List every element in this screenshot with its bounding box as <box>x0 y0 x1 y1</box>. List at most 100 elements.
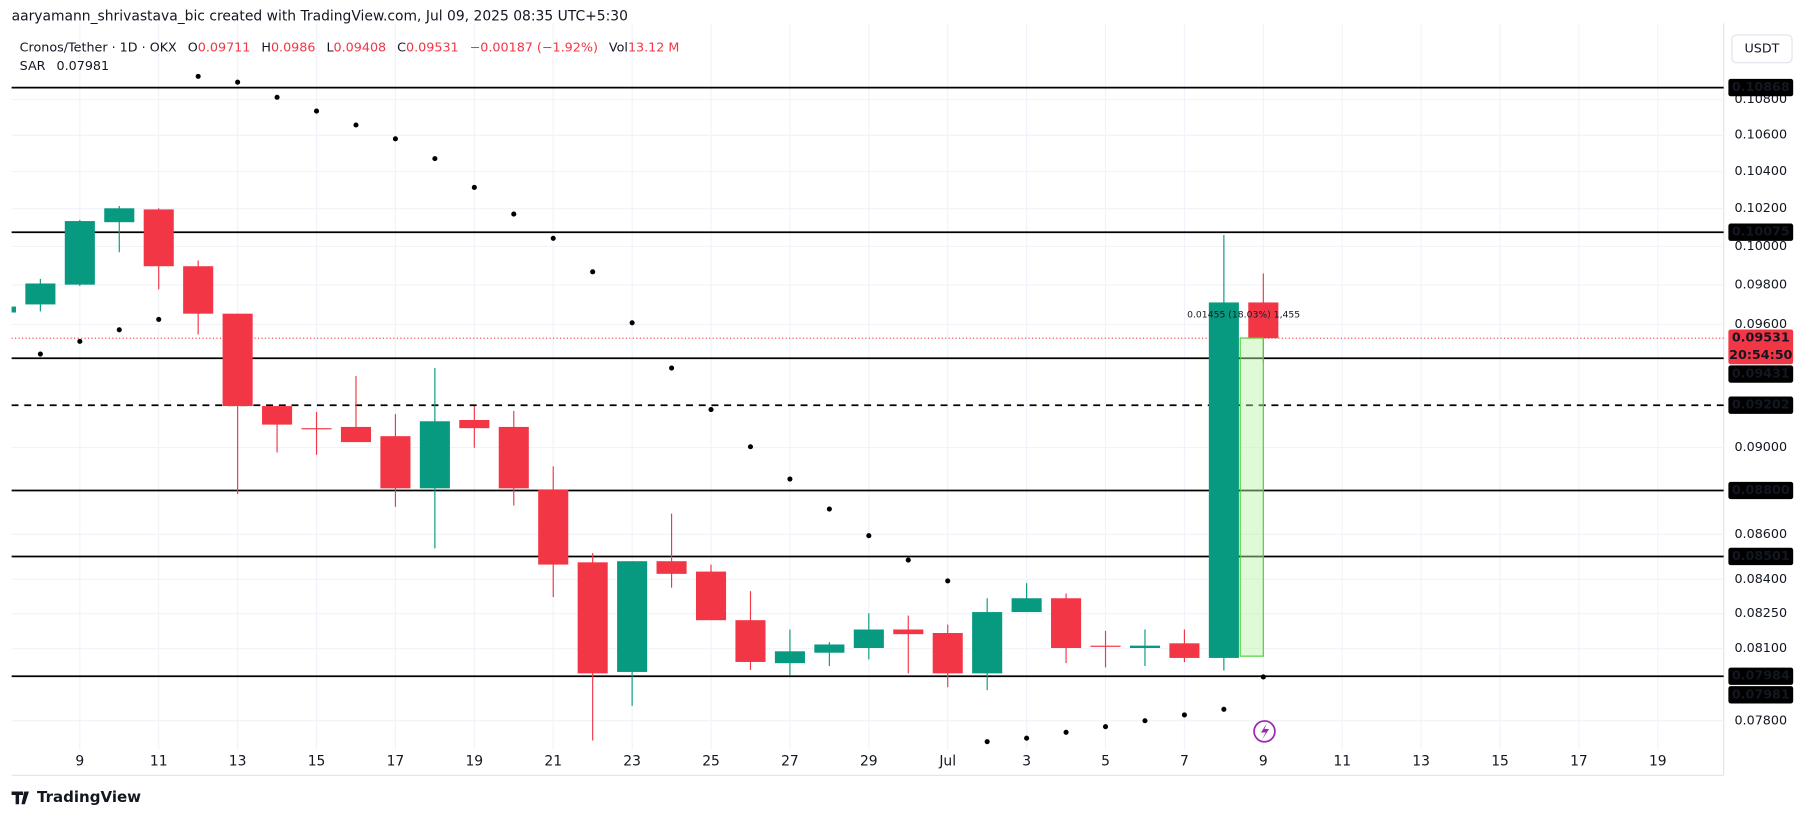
ohlc-value: 0.09531 <box>406 39 459 54</box>
price-label-box <box>1728 396 1794 414</box>
currency-button[interactable] <box>1731 34 1793 64</box>
sar-dot <box>1102 724 1109 730</box>
candle-body <box>1208 302 1239 658</box>
candle-body <box>932 632 963 674</box>
x-tick-label: 9 <box>75 753 84 769</box>
price-label: 0.08800 <box>1732 482 1790 497</box>
candle-body <box>25 283 56 305</box>
candle-body <box>340 426 372 443</box>
candle-body <box>893 629 924 635</box>
x-tick-label: 9 <box>1259 753 1268 769</box>
candle-body <box>538 489 569 565</box>
sar-dot <box>353 122 359 128</box>
sar-name: SAR <box>20 58 46 73</box>
sar-dot <box>905 557 911 563</box>
sar-dot <box>629 320 635 326</box>
x-tick-label: 7 <box>1180 753 1189 769</box>
x-tick-label: 11 <box>150 753 168 769</box>
sar-dot <box>708 407 714 413</box>
sar-dot <box>37 351 43 357</box>
sar-dot <box>550 235 556 241</box>
x-tick-label: 29 <box>860 753 878 769</box>
price-label-box <box>1728 686 1794 704</box>
brand: TradingView <box>37 788 141 806</box>
sar-dot <box>195 73 201 79</box>
candle-body <box>64 221 95 285</box>
change: −0.00187 (−1.92%) <box>470 39 598 54</box>
x-tick-label: 27 <box>781 753 799 769</box>
volume: 13.12 M <box>628 39 679 54</box>
x-tick-label: 13 <box>1412 753 1430 769</box>
ohlc-value: 0.09408 <box>334 39 387 54</box>
x-tick-label: 17 <box>387 753 405 769</box>
sar-dot <box>392 136 398 142</box>
candle-body <box>222 313 253 407</box>
y-tick-label: 0.08100 <box>1734 640 1787 655</box>
sar-dot <box>1142 718 1148 724</box>
sar-dot <box>866 533 872 539</box>
sar-dot <box>235 79 241 85</box>
price-label: 0.07984 <box>1732 668 1790 683</box>
y-tick-label: 0.09800 <box>1734 277 1787 292</box>
y-tick-label: 0.08250 <box>1734 605 1787 620</box>
symbol: Cronos/Tether · 1D · OKX <box>20 39 177 54</box>
sar-dot <box>826 506 832 512</box>
sar-dot <box>1063 729 1069 735</box>
candle-body <box>735 620 766 662</box>
candle-body <box>1011 598 1042 613</box>
sar-dot <box>590 269 596 275</box>
levels <box>11 86 1724 678</box>
candle-body <box>1051 598 1082 649</box>
sar-value: 0.07981 <box>57 58 110 73</box>
sar-dot <box>1024 735 1030 741</box>
x-tick-label: 13 <box>229 753 247 769</box>
price-label: 0.08501 <box>1732 548 1790 563</box>
currency[interactable]: USDT <box>1744 40 1779 55</box>
ohlc-key: C <box>397 39 406 54</box>
sar-dot <box>1181 712 1187 718</box>
candle-body <box>577 562 608 674</box>
candle-body <box>656 561 687 574</box>
measure-label: 0.01455 (18.03%) 1,455 <box>1187 309 1300 320</box>
x-tick-label: 23 <box>623 753 641 769</box>
ohlc-value: 0.09711 <box>198 39 251 54</box>
candle-body <box>972 612 1003 674</box>
x-tick-label: 21 <box>544 753 562 769</box>
x-tick-label: 11 <box>1333 753 1351 769</box>
candle-body <box>183 266 214 314</box>
x-tick-label: 19 <box>1649 753 1667 769</box>
price-label-box <box>1728 329 1794 365</box>
price-label-box <box>1728 667 1794 685</box>
sar-dot <box>156 316 162 322</box>
candle-body <box>1090 645 1121 647</box>
sar-dot <box>1260 674 1266 680</box>
sar-dot <box>471 184 477 191</box>
sar-dot <box>274 94 280 100</box>
price-label-box <box>1728 481 1794 500</box>
volume-key: Vol <box>609 39 628 54</box>
candle-body <box>143 209 174 267</box>
sar-dot <box>945 578 951 584</box>
sar-dot <box>511 211 517 217</box>
price-label: 0.09531 <box>1732 330 1790 345</box>
x-tick-label: 17 <box>1570 753 1588 769</box>
watermark: aaryamann_shrivastava_bic created with T… <box>12 8 628 24</box>
x-tick-label: 3 <box>1022 753 1031 769</box>
sar-dot <box>313 108 320 114</box>
sar-dot <box>116 327 122 333</box>
sar-dot <box>747 444 754 450</box>
price-label: 0.10075 <box>1732 224 1790 239</box>
candle-body <box>459 420 490 429</box>
ohlc-key: L <box>326 39 334 54</box>
marks <box>11 73 1279 745</box>
grid <box>11 23 1724 750</box>
sar-dot <box>77 338 83 344</box>
price-label: 20:54:50 <box>1729 347 1792 362</box>
y-tick-label: 0.09600 <box>1734 316 1787 331</box>
measure-box <box>1239 337 1264 657</box>
y-tick-label: 0.10000 <box>1734 238 1787 253</box>
candle-body <box>11 306 16 313</box>
